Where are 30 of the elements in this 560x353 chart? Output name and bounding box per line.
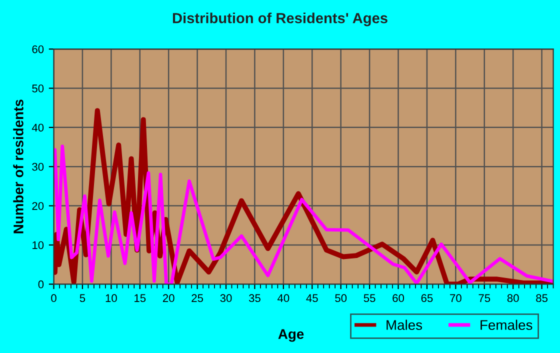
x-tick-label: 65 bbox=[421, 294, 433, 302]
x-tick-label: 40 bbox=[278, 294, 290, 302]
x-tick-label: 80 bbox=[507, 294, 519, 302]
x-tick-label: 35 bbox=[248, 294, 260, 302]
y-tick-label: 60 bbox=[32, 45, 44, 54]
y-tick-label: 50 bbox=[32, 84, 44, 92]
x-tick-label: 55 bbox=[364, 294, 376, 302]
x-tick-label: 5 bbox=[80, 294, 86, 302]
x-tick-label: 10 bbox=[106, 294, 117, 302]
x-tick-label: 30 bbox=[220, 294, 232, 302]
y-tick-label: 30 bbox=[32, 162, 44, 171]
x-tick-label: 45 bbox=[306, 294, 318, 302]
chart-title: Distribution of Residents' Ages bbox=[172, 12, 388, 26]
y-tick-label: 20 bbox=[32, 202, 44, 210]
x-tick-label: 85 bbox=[536, 294, 548, 302]
x-tick-label: 20 bbox=[162, 294, 174, 302]
legend-label: Females bbox=[480, 320, 532, 330]
x-tick-label: 60 bbox=[392, 294, 404, 302]
x-tick-label: 0 bbox=[51, 294, 56, 302]
x-tick-label: 70 bbox=[450, 294, 462, 302]
legend-label: Males bbox=[386, 320, 422, 330]
x-tick-label: 15 bbox=[134, 294, 146, 302]
y-axis-title: Number of residents bbox=[13, 100, 24, 234]
y-tick-label: 0 bbox=[38, 280, 44, 288]
x-axis-title: Age bbox=[278, 329, 304, 342]
x-tick-label: 50 bbox=[335, 294, 347, 302]
y-tick-label: 10 bbox=[32, 241, 44, 250]
x-tick-label: 25 bbox=[192, 294, 204, 302]
x-tick-label: 75 bbox=[478, 294, 490, 302]
y-tick-label: 40 bbox=[32, 124, 44, 132]
